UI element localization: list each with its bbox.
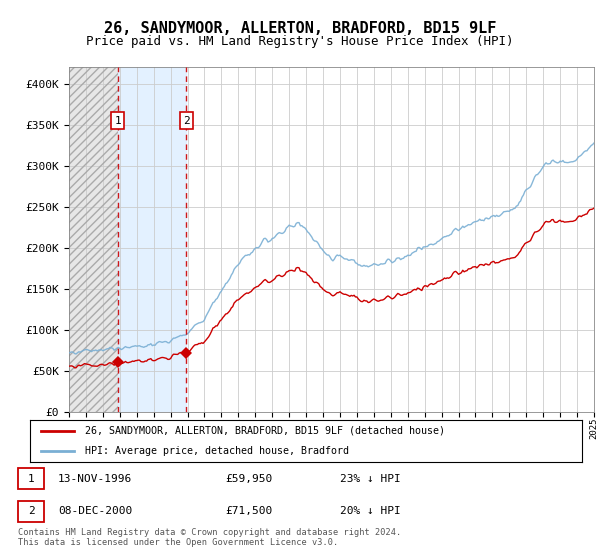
Text: 1: 1 (28, 474, 34, 484)
Text: Price paid vs. HM Land Registry's House Price Index (HPI): Price paid vs. HM Land Registry's House … (86, 35, 514, 48)
Text: Contains HM Land Registry data © Crown copyright and database right 2024.
This d: Contains HM Land Registry data © Crown c… (18, 528, 401, 547)
Text: 26, SANDYMOOR, ALLERTON, BRADFORD, BD15 9LF: 26, SANDYMOOR, ALLERTON, BRADFORD, BD15 … (104, 21, 496, 36)
Text: £59,950: £59,950 (225, 474, 272, 484)
Bar (118, 67, 187, 412)
Text: 1: 1 (114, 115, 121, 125)
Bar (69, 67, 118, 412)
Text: 20% ↓ HPI: 20% ↓ HPI (340, 506, 401, 516)
Text: 08-DEC-2000: 08-DEC-2000 (58, 506, 133, 516)
Text: 13-NOV-1996: 13-NOV-1996 (58, 474, 133, 484)
Text: 26, SANDYMOOR, ALLERTON, BRADFORD, BD15 9LF (detached house): 26, SANDYMOOR, ALLERTON, BRADFORD, BD15 … (85, 426, 445, 436)
FancyBboxPatch shape (18, 468, 44, 489)
Text: 2: 2 (28, 506, 34, 516)
Text: HPI: Average price, detached house, Bradford: HPI: Average price, detached house, Brad… (85, 446, 349, 456)
Bar (69, 67, 118, 412)
Text: 23% ↓ HPI: 23% ↓ HPI (340, 474, 401, 484)
Text: 2: 2 (183, 115, 190, 125)
Text: £71,500: £71,500 (225, 506, 272, 516)
FancyBboxPatch shape (18, 501, 44, 522)
